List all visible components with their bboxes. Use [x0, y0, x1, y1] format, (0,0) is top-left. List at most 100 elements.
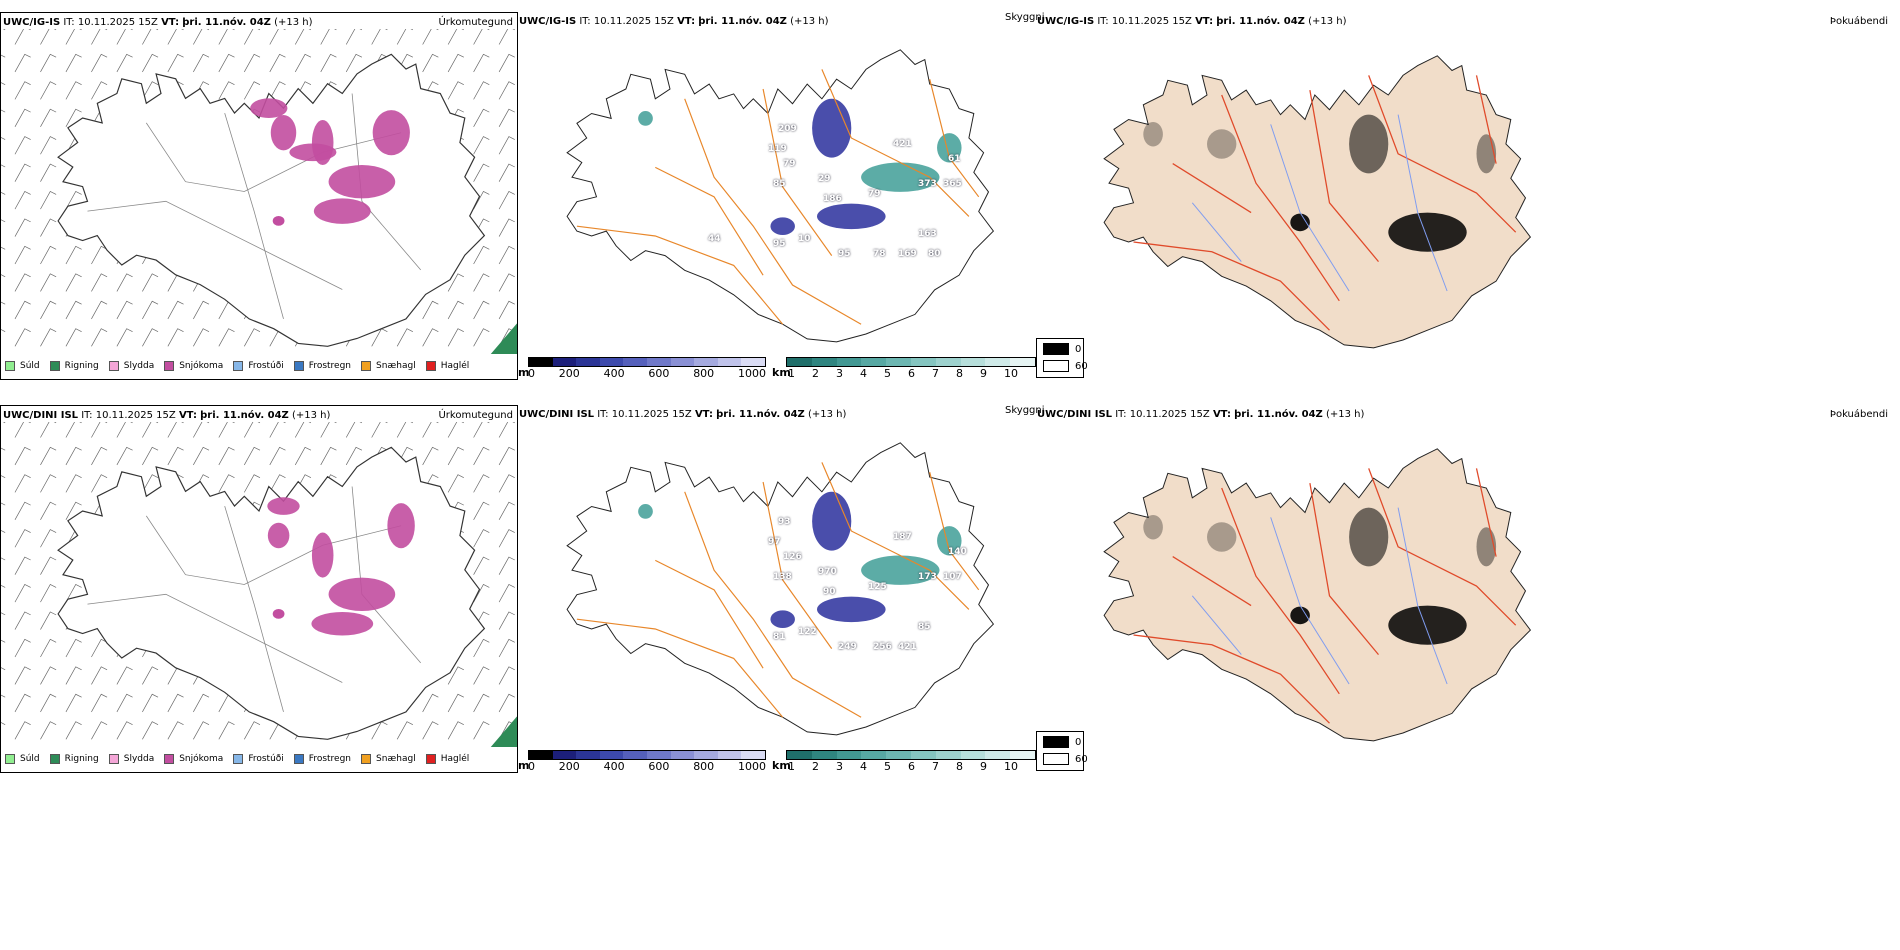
visibility-unit: km [772, 366, 791, 379]
wind-barb [498, 501, 515, 520]
wind-barb [498, 556, 515, 575]
ceiling-value-label: 29 [818, 174, 831, 184]
iceland-outline [57, 446, 486, 740]
colorbar-tick: 2 [812, 760, 819, 773]
legend-item: Snjókoma [164, 754, 223, 764]
colorbar-cell [646, 751, 671, 759]
wind-barb [167, 693, 184, 713]
wind-barb [14, 328, 31, 347]
fog-legend-label: 0 [1075, 343, 1082, 355]
ceiling-value-label: 80 [928, 249, 941, 259]
road-line [1133, 241, 1330, 331]
fog-legend-label: 0 [1075, 736, 1082, 748]
road-line [821, 462, 970, 610]
wind-barb [294, 29, 312, 45]
road-line [145, 515, 402, 585]
wind-barb [1, 109, 6, 113]
legend-item: Snæhagl [361, 754, 416, 764]
visibility-ticks: 1 2 3 4 5 6 7 8 9 10 [788, 760, 1018, 773]
wind-barb [193, 29, 210, 45]
wind-barb [142, 666, 159, 685]
wind-barb [40, 81, 57, 100]
wind-barb [1, 612, 6, 616]
colorbar-cell [985, 751, 1011, 759]
colorbar-cell [717, 358, 742, 366]
fog-index-panel: Skyggni UWC/DINI ISL IT: 10.11.2025 15Z … [1005, 405, 1900, 773]
wind-barb [345, 422, 363, 438]
ceiling-value-label: 173 [918, 572, 937, 582]
road-line [1368, 468, 1517, 626]
precip-type-panel: UWC/IG-IS IT: 10.11.2025 15Z VT: þri. 11… [0, 12, 518, 380]
wind-barb [40, 474, 57, 493]
wind-barb [142, 53, 159, 73]
wind-barb [65, 721, 82, 740]
wind-barb [473, 191, 490, 210]
wind-barb [65, 191, 82, 210]
precip-legend: Súld Rigning Slydda Snjókoma Frostúði Frostre… [5, 361, 469, 371]
wind-barb [14, 422, 31, 438]
road-line [576, 618, 784, 718]
snowfall-area [289, 143, 337, 162]
legend-item: Rigning [49, 754, 99, 764]
wind-barb [1, 164, 6, 168]
wind-barb [91, 273, 108, 292]
ceiling-value-label: 186 [823, 194, 842, 204]
wind-barb [1, 694, 6, 698]
legend-swatch-icon [49, 754, 60, 764]
wind-barb [269, 81, 286, 100]
wind-barb [14, 29, 31, 45]
cloud-area [937, 133, 962, 163]
wind-barb [65, 584, 82, 603]
cloud-area [770, 217, 795, 236]
fog-area [1349, 507, 1389, 567]
wind-barb [14, 273, 31, 292]
wind-barb [473, 136, 490, 155]
road-line [684, 491, 862, 718]
wind-barb [498, 300, 515, 320]
wind-barb [244, 29, 261, 45]
colorbar-tick: 600 [648, 760, 670, 773]
wind-barb [473, 300, 490, 320]
wind-barb [422, 422, 439, 438]
wind-barb [193, 446, 210, 466]
run-header: UWC/IG-IS IT: 10.11.2025 15Z VT: þri. 11… [3, 17, 313, 28]
visibility-panel: UWC/DINI ISL IT: 10.11.2025 15Z VT: þri.… [518, 405, 1088, 773]
ceiling-value-label: 256 [873, 642, 892, 652]
wind-barb [65, 328, 82, 347]
wind-barb [14, 300, 31, 320]
wind-barb [14, 191, 31, 210]
wind-barb [320, 29, 337, 45]
wind-barb [14, 108, 31, 127]
colorbar-cell [741, 751, 765, 759]
fog-area [1349, 114, 1389, 174]
wind-barb [447, 666, 464, 685]
cloud-area [817, 203, 886, 230]
road-line [1309, 89, 1379, 263]
colorbar-tick: 10 [1004, 760, 1018, 773]
colorbar-tick: 8 [956, 367, 963, 380]
white-swatch-icon [1043, 753, 1069, 765]
fog-map [1055, 421, 1555, 751]
cloud-area [812, 491, 852, 551]
wind-barb [142, 81, 159, 100]
colorbar-cell [886, 751, 911, 759]
colorbar-cell [836, 358, 862, 366]
ceiling-value-label: 95 [773, 239, 786, 249]
legend-item: Frostregn [293, 361, 352, 371]
wind-barb [40, 29, 57, 45]
wind-barb [244, 474, 261, 493]
colorbar-tick: 1000 [737, 367, 766, 380]
wind-barb [193, 53, 210, 73]
legend-label: Frostregn [308, 361, 352, 371]
cloud-area [638, 504, 653, 519]
wind-barb [1, 502, 6, 506]
wind-barb [167, 53, 184, 73]
legend-item: Slydda [108, 754, 154, 764]
wind-barb [1, 219, 6, 223]
colorbar-tick: 0 [528, 367, 535, 380]
wind-barb [1, 246, 6, 250]
legend-label: Frostregn [308, 754, 352, 764]
snowfall-area [267, 522, 290, 549]
wind-barb [40, 136, 57, 155]
fog-legend-item: 0 [1043, 343, 1081, 355]
